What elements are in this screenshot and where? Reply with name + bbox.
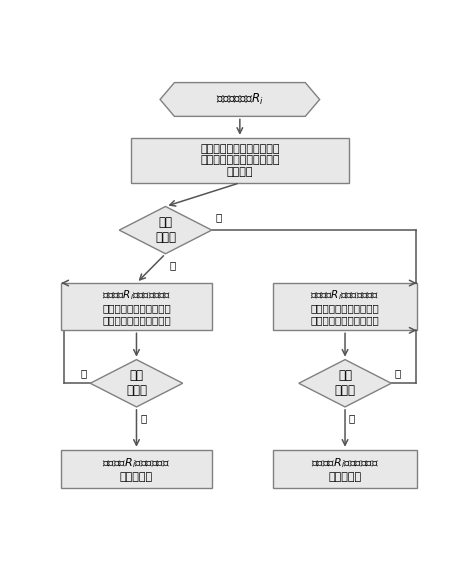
Polygon shape xyxy=(299,360,391,407)
Text: 对数据序列编码，并调制，
最后无线发送，等待反馈的
校验结果: 对数据序列编码，并调制， 最后无线发送，等待反馈的 校验结果 xyxy=(200,144,279,177)
Text: 否: 否 xyxy=(349,414,355,424)
Text: 增大码率$R_i$，即为最优码
率，返回。: 增大码率$R_i$，即为最优码 率，返回。 xyxy=(311,456,379,481)
Bar xyxy=(273,283,417,331)
Text: 当前码率$R_i$，即为最优码
率，返回。: 当前码率$R_i$，即为最优码 率，返回。 xyxy=(102,456,171,481)
Text: 校验
正确？: 校验 正确？ xyxy=(155,216,176,244)
Polygon shape xyxy=(119,207,212,254)
Text: 校验
正确？: 校验 正确？ xyxy=(335,369,356,397)
Text: 是: 是 xyxy=(215,212,222,222)
Bar xyxy=(61,450,212,488)
Polygon shape xyxy=(160,82,320,116)
Text: 减小码率$R_i$，对数据序列编
码，并调制，最后无线发
送，等待反馈的校验结果: 减小码率$R_i$，对数据序列编 码，并调制，最后无线发 送，等待反馈的校验结果 xyxy=(310,288,380,325)
Text: 增加码率$R_i$，对数据序列编
码，并调制，最后无线发
送，等待反馈的校验结果: 增加码率$R_i$，对数据序列编 码，并调制，最后无线发 送，等待反馈的校验结果 xyxy=(102,288,171,325)
Text: 读入初始码率$R_i$: 读入初始码率$R_i$ xyxy=(216,92,264,107)
Bar xyxy=(61,283,212,331)
Text: 否: 否 xyxy=(169,260,176,270)
Bar xyxy=(273,450,417,488)
Text: 是: 是 xyxy=(140,414,146,424)
Text: 校验
正确？: 校验 正确？ xyxy=(126,369,147,397)
Text: 否: 否 xyxy=(80,368,87,378)
Polygon shape xyxy=(90,360,183,407)
Text: 是: 是 xyxy=(395,368,401,378)
Bar xyxy=(131,138,349,183)
